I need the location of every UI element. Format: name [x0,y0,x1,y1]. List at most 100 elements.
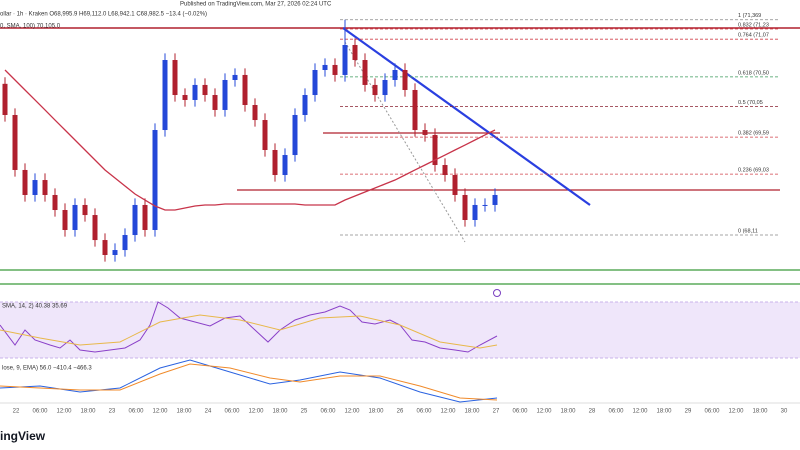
candle-body [232,74,238,80]
time-label: 18:00 [752,409,768,415]
candle-body [162,60,168,131]
candle-body [142,204,148,230]
candle-body [352,44,358,61]
fib-anchor [344,41,466,243]
candle-body [182,95,188,100]
fib-label: 0.236 (69,03 [738,168,769,174]
time-label: 12:00 [728,409,744,415]
time-label: 29 [685,409,692,415]
macd-label: lose, 9, EMA) 56.0 −410.4 −466.3 [2,366,92,372]
rsi-band [0,302,800,358]
time-label: 12:00 [248,409,264,415]
candle-body [192,84,198,100]
candle-body [42,180,48,195]
macd-line [0,359,498,403]
candle-body [422,130,428,135]
time-label: 06:00 [512,409,528,415]
time-label: 18:00 [560,409,576,415]
candle-body [32,180,38,195]
fib-label: 1 (71,369 [738,13,761,19]
candle-body [342,44,348,75]
time-label: 12:00 [632,409,648,415]
time-label: 12:00 [536,409,552,415]
fib-label: 0.382 (69,59 [738,131,769,137]
candle-body [402,70,408,90]
time-label: 30 [781,409,788,415]
sma-label: 0, SMA, 100) 70,105.0 [0,24,61,30]
time-label: 12:00 [344,409,360,415]
time-label: 06:00 [704,409,720,415]
candle-body [462,194,468,220]
candle-body [222,79,228,110]
time-label: 18:00 [176,409,192,415]
symbol-header: ollar · 1h · Kraken O68,995.9 H69,112.0 … [0,12,207,18]
time-label: 18:00 [656,409,672,415]
candle-body [112,250,118,255]
trend-line [342,27,591,206]
published: Published on TradingView.com, Mar 27, 20… [180,2,332,8]
candle-body [212,95,218,110]
candle-body [172,60,178,96]
candle-body [52,194,58,211]
candle-body [392,70,398,80]
candle-body [92,215,98,241]
candle-body [492,194,498,205]
time-label: 18:00 [80,409,96,415]
candle-body [442,165,448,176]
candle-body [302,95,308,115]
time-label: 06:00 [608,409,624,415]
time-label: 27 [493,409,500,415]
logo: ingView [0,429,46,443]
time-label: 06:00 [320,409,336,415]
candle-body [132,204,138,236]
candle-body [22,169,28,195]
candle-body [382,79,388,96]
macd-signal [0,363,498,401]
time-label: 06:00 [416,409,432,415]
candle-body [282,155,288,176]
time-label: 23 [109,409,116,415]
candle-body [252,105,258,121]
time-label: 12:00 [152,409,168,415]
time-label: 06:00 [128,409,144,415]
fib-label: 0.764 (71,07 [738,33,769,39]
time-label: 12:00 [440,409,456,415]
time-label: 06:00 [32,409,48,415]
candle-body [152,130,158,230]
rsi-label: SMA, 14, 2) 40.38 35.69 [2,304,68,310]
time-label: 06:00 [224,409,240,415]
time-label: 12:00 [56,409,72,415]
candle-body [292,114,298,156]
candle-body [412,89,418,131]
candle-body [362,60,368,85]
candle-body [62,210,68,230]
time-label: 26 [397,409,404,415]
candle-body [102,240,108,255]
candle-body [82,204,88,216]
candle-body [272,149,278,176]
candle-body [262,120,268,150]
candle-body [2,83,8,115]
candle-body [242,74,248,106]
candle-body [472,204,478,220]
time-label: 22 [13,409,20,415]
candle-body [322,64,328,71]
candle-body [332,64,338,75]
time-label: 24 [205,409,212,415]
sma-line [4,69,496,211]
time-label: 25 [301,409,308,415]
time-label: 28 [589,409,596,415]
candle-body [122,235,128,251]
fib-label: 0 (68,11 [738,228,758,234]
time-label: 18:00 [464,409,480,415]
candle-body [452,175,458,195]
candle-body [482,204,488,206]
candle-body [12,114,18,170]
candle-body [312,70,318,96]
time-label: 18:00 [368,409,384,415]
candle-body [202,84,208,96]
candle-body [72,204,78,230]
rsi-signal [0,314,498,349]
time-label: 18:00 [272,409,288,415]
